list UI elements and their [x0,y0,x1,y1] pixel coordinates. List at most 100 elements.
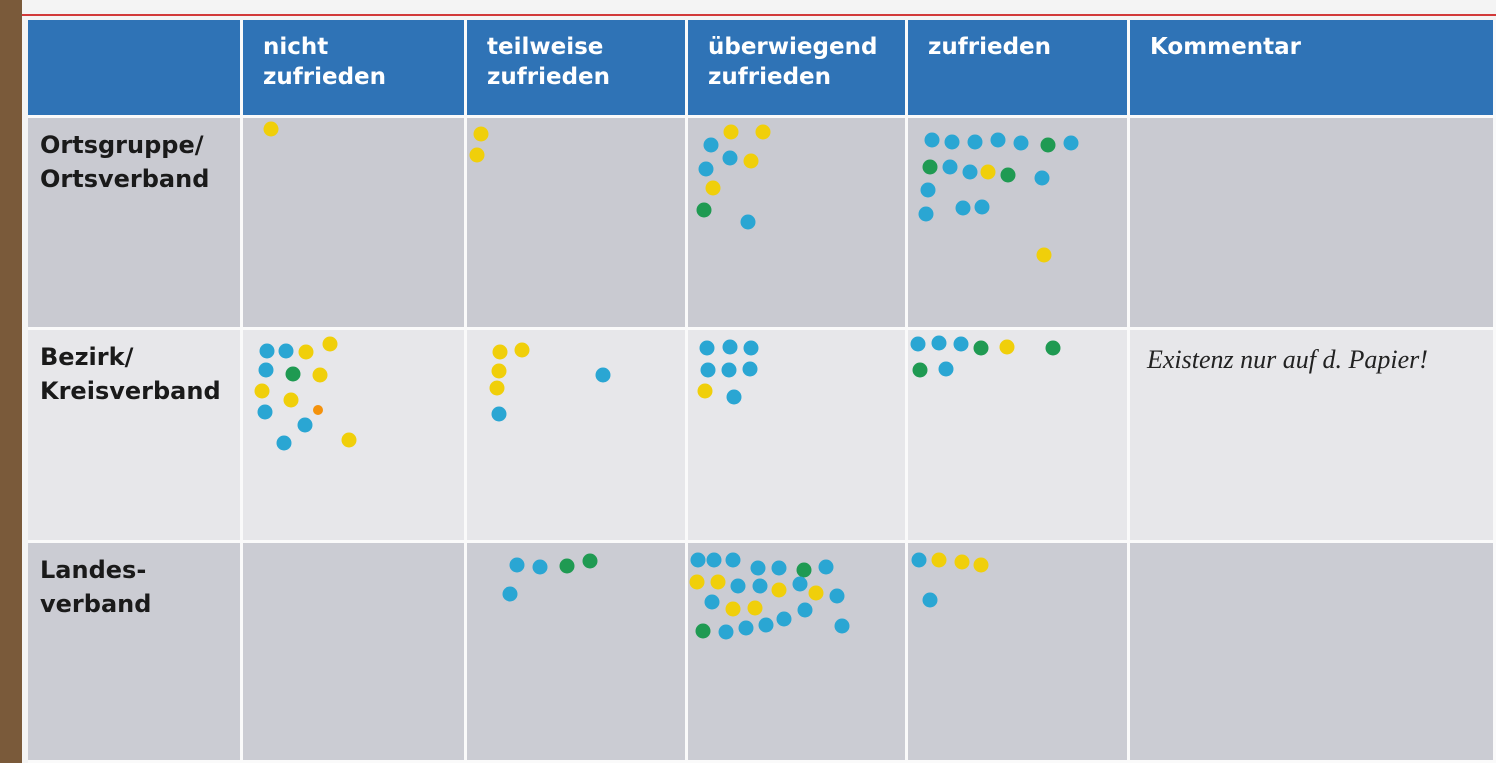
vote-dot [980,164,996,180]
vote-dot [276,435,292,451]
vote-dot [973,557,989,573]
vote-dot [699,340,715,356]
red-line [22,14,1496,16]
vote-dot [954,554,970,570]
vote-dot [257,404,273,420]
vote-dot [341,432,357,448]
vote-dot [473,126,489,142]
vote-dot [695,623,711,639]
cell [467,543,688,763]
vote-dot [469,147,485,163]
vote-dot [771,582,787,598]
vote-dot [721,362,737,378]
vote-dot [953,336,969,352]
header-cell: zufrieden [908,20,1130,118]
header-cell: Kommentar [1130,20,1496,118]
vote-dot [818,559,834,575]
header-cell: überwiegend zufrieden [688,20,908,118]
vote-dot [722,150,738,166]
vote-dot [263,121,279,137]
vote-dot [922,159,938,175]
vote-dot [743,153,759,169]
vote-dot [738,620,754,636]
vote-dot [700,362,716,378]
vote-dot [1040,137,1056,153]
cell [908,118,1130,330]
vote-dot [752,578,768,594]
vote-dot [924,132,940,148]
vote-dot [730,578,746,594]
vote-dot [931,552,947,568]
vote-dot [973,340,989,356]
vote-dot [742,361,758,377]
vote-dot [297,417,313,433]
vote-dot [259,343,275,359]
header-cell: nicht zufrieden [243,20,467,118]
vote-dot [502,586,518,602]
text-line: Kommentar [1150,34,1301,60]
vote-dot [792,576,808,592]
vote-dot [990,132,1006,148]
vote-dot [955,200,971,216]
vote-dot [718,624,734,640]
cell [908,543,1130,763]
text-line: zufrieden [487,64,611,90]
vote-dot [489,380,505,396]
vote-dot [758,617,774,633]
vote-dot [491,363,507,379]
vote-dot [1013,135,1029,151]
vote-dot [1045,340,1061,356]
vote-dot [690,552,706,568]
vote-dot [492,344,508,360]
vote-dot [942,159,958,175]
text-line: nicht [263,34,329,60]
vote-dot [740,214,756,230]
vote-dot [962,164,978,180]
vote-dot [491,406,507,422]
vote-dot [743,340,759,356]
vote-dot [514,342,530,358]
vote-dot [706,552,722,568]
text-line: Kreisverband [40,377,221,405]
vote-dot [322,336,338,352]
vote-dot [1000,167,1016,183]
vote-dot [726,389,742,405]
vote-dot [313,405,323,415]
row-label: Bezirk/Kreisverband [28,330,243,543]
vote-dot [967,134,983,150]
vote-dot [776,611,792,627]
comment: Existenz nur auf d. Papier! [1147,345,1428,374]
vote-dot [689,574,705,590]
vote-dot [722,339,738,355]
cell [243,543,467,763]
vote-dot [696,202,712,218]
vote-dot [755,124,771,140]
vote-dot [1036,247,1052,263]
cell [1130,330,1496,543]
vote-dot [725,601,741,617]
vote-dot [999,339,1015,355]
vote-dot [258,362,274,378]
vote-dot [278,343,294,359]
vote-dot [771,560,787,576]
vote-dot [938,361,954,377]
cell [467,118,688,330]
vote-dot [283,392,299,408]
text-line: zufrieden [928,34,1052,60]
vote-dot [312,367,328,383]
text-line: Landes- [40,556,147,584]
vote-dot [922,592,938,608]
text-line: teilweise [487,34,604,60]
vote-dot [725,552,741,568]
vote-dot [705,180,721,196]
vote-dot [911,552,927,568]
vote-dot [808,585,824,601]
vote-dot [509,557,525,573]
cell [243,118,467,330]
cell [1130,543,1496,763]
vote-dot [723,124,739,140]
text-line: Ortsverband [40,165,210,193]
vote-dot [532,559,548,575]
